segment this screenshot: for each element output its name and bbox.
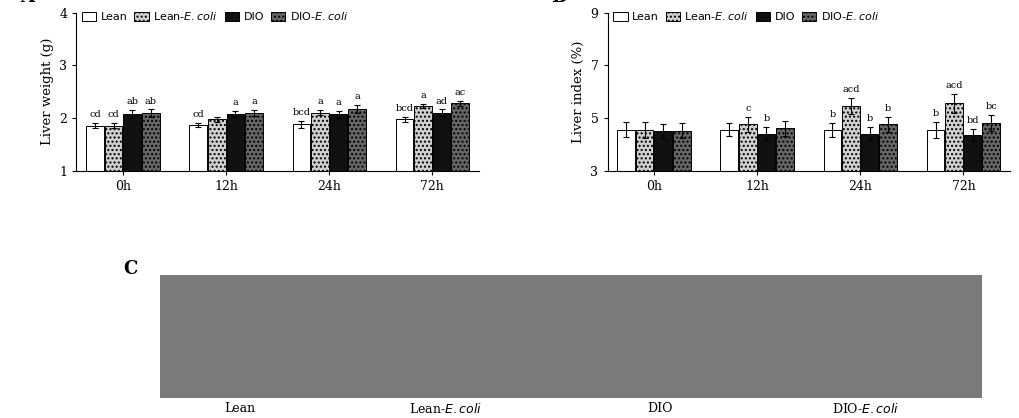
Bar bbox=[616, 130, 634, 171]
Bar bbox=[226, 114, 244, 171]
Text: b: b bbox=[762, 114, 768, 123]
Text: bcd: bcd bbox=[292, 107, 310, 117]
Bar bbox=[123, 114, 141, 171]
Y-axis label: Liver weight (g): Liver weight (g) bbox=[41, 38, 54, 145]
Text: acd: acd bbox=[842, 85, 859, 94]
Bar bbox=[981, 123, 999, 171]
Bar bbox=[190, 125, 207, 171]
Bar bbox=[860, 134, 877, 171]
Text: B: B bbox=[550, 0, 566, 6]
Text: C: C bbox=[123, 260, 138, 278]
Bar bbox=[878, 125, 896, 171]
Text: b: b bbox=[865, 114, 872, 123]
Bar bbox=[654, 131, 672, 171]
Bar bbox=[395, 120, 413, 171]
Bar bbox=[822, 130, 841, 171]
Text: b: b bbox=[931, 109, 937, 118]
Bar bbox=[451, 103, 469, 171]
Bar bbox=[142, 113, 159, 171]
Text: Lean-$\it{E.coli}$: Lean-$\it{E.coli}$ bbox=[409, 403, 481, 416]
Bar bbox=[775, 128, 793, 171]
Bar bbox=[311, 112, 328, 171]
Text: Lean: Lean bbox=[224, 403, 255, 415]
Bar bbox=[347, 109, 366, 171]
Text: cd: cd bbox=[108, 110, 119, 119]
Text: acd: acd bbox=[945, 81, 962, 90]
Text: bcd: bcd bbox=[395, 104, 413, 113]
Text: a: a bbox=[335, 97, 341, 107]
Legend: Lean, Lean-$\it{E.coli}$, DIO, DIO-$\it{E.coli}$: Lean, Lean-$\it{E.coli}$, DIO, DIO-$\it{… bbox=[612, 10, 878, 22]
Text: cd: cd bbox=[193, 110, 204, 119]
Text: A: A bbox=[20, 0, 35, 6]
Legend: Lean, Lean-$\it{E.coli}$, DIO, DIO-$\it{E.coli}$: Lean, Lean-$\it{E.coli}$, DIO, DIO-$\it{… bbox=[82, 10, 347, 22]
Bar bbox=[105, 126, 122, 171]
Bar bbox=[432, 112, 450, 171]
Bar bbox=[738, 125, 756, 171]
Text: bc: bc bbox=[984, 102, 997, 111]
Bar bbox=[635, 130, 653, 171]
Bar bbox=[719, 130, 738, 171]
Text: a: a bbox=[354, 92, 360, 101]
Bar bbox=[673, 130, 690, 171]
Text: DIO-$\it{E.coli}$: DIO-$\it{E.coli}$ bbox=[830, 403, 898, 416]
FancyBboxPatch shape bbox=[160, 275, 981, 398]
Text: cd: cd bbox=[89, 110, 101, 119]
Bar bbox=[292, 124, 310, 171]
Text: a: a bbox=[317, 97, 322, 106]
Text: ad: ad bbox=[435, 97, 447, 105]
Bar bbox=[842, 106, 859, 171]
Bar bbox=[414, 106, 431, 171]
Bar bbox=[87, 126, 104, 171]
Bar bbox=[245, 113, 263, 171]
Text: ac: ac bbox=[454, 87, 466, 97]
Text: bd: bd bbox=[965, 116, 978, 125]
Bar bbox=[926, 130, 944, 171]
Bar bbox=[945, 103, 962, 171]
Text: ab: ab bbox=[126, 97, 138, 106]
Bar bbox=[757, 134, 774, 171]
Text: DIO: DIO bbox=[646, 403, 672, 415]
Text: a: a bbox=[251, 97, 257, 106]
Bar bbox=[329, 114, 347, 171]
Text: c: c bbox=[744, 104, 750, 113]
Text: ab: ab bbox=[145, 97, 157, 105]
Y-axis label: Liver index (%): Liver index (%) bbox=[572, 41, 584, 143]
Text: b: b bbox=[884, 104, 891, 113]
Text: a: a bbox=[232, 98, 238, 107]
Bar bbox=[963, 135, 980, 171]
Bar bbox=[208, 120, 225, 171]
Text: b: b bbox=[828, 110, 835, 119]
Text: a: a bbox=[420, 91, 426, 100]
